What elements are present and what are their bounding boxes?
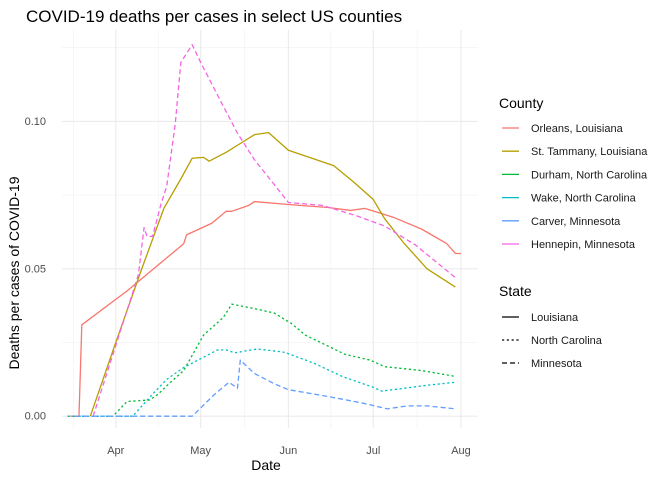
series-line [67, 303, 456, 417]
y-tick-label: 0.05 [25, 263, 46, 275]
legend-label-county: Durham, North Carolina [531, 169, 648, 181]
legend-label-county: St. Tammany, Louisiana [531, 146, 648, 158]
plot-panel [62, 30, 478, 428]
legend-label-state: North Carolina [531, 335, 603, 347]
county-legend-title: County [499, 95, 543, 111]
legend-label-state: Minnesota [531, 358, 583, 370]
series-line [76, 359, 456, 417]
x-tick-label: Jul [366, 445, 380, 457]
y-tick-label: 0.10 [25, 116, 46, 128]
x-tick-label: Apr [107, 445, 124, 457]
x-tick-label: Jun [280, 445, 298, 457]
axes: 0.00 0.05 0.10 Apr May Jun Jul Aug [25, 116, 471, 457]
series-line [89, 131, 456, 417]
legend-label-county: Hennepin, Minnesota [531, 239, 636, 251]
chart-title: COVID-19 deaths per cases in select US c… [26, 7, 402, 26]
y-tick-label: 0.00 [25, 411, 46, 423]
x-axis-label: Date [251, 457, 281, 473]
state-legend-title: State [499, 283, 532, 299]
state-legend: State Louisiana North Carolina Minnesota [499, 283, 603, 370]
county-legend: County Orleans, Louisiana St. Tammany, Lo… [499, 95, 648, 251]
x-tick-label: Aug [451, 445, 471, 457]
series-line [70, 200, 462, 417]
series-line [92, 44, 456, 417]
legend-label-state: Louisiana [531, 312, 579, 324]
y-axis-label: Deaths per cases of COVID-19 [6, 176, 22, 369]
x-tick-label: May [190, 445, 211, 457]
legend-label-county: Orleans, Louisiana [531, 123, 624, 135]
series-lines [67, 44, 462, 417]
legend-label-county: Wake, North Carolina [531, 193, 637, 205]
series-line [67, 348, 456, 417]
legend-label-county: Carver, Minnesota [531, 216, 621, 228]
